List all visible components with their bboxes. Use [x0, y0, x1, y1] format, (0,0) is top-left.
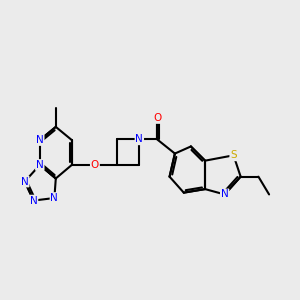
- Text: N: N: [21, 177, 28, 187]
- Text: N: N: [136, 134, 143, 144]
- Text: S: S: [230, 150, 237, 160]
- Text: N: N: [50, 193, 58, 203]
- Text: N: N: [36, 160, 44, 170]
- Text: N: N: [36, 135, 44, 145]
- Text: O: O: [91, 160, 99, 170]
- Text: N: N: [221, 189, 229, 200]
- Text: N: N: [30, 196, 38, 206]
- Text: O: O: [153, 113, 161, 123]
